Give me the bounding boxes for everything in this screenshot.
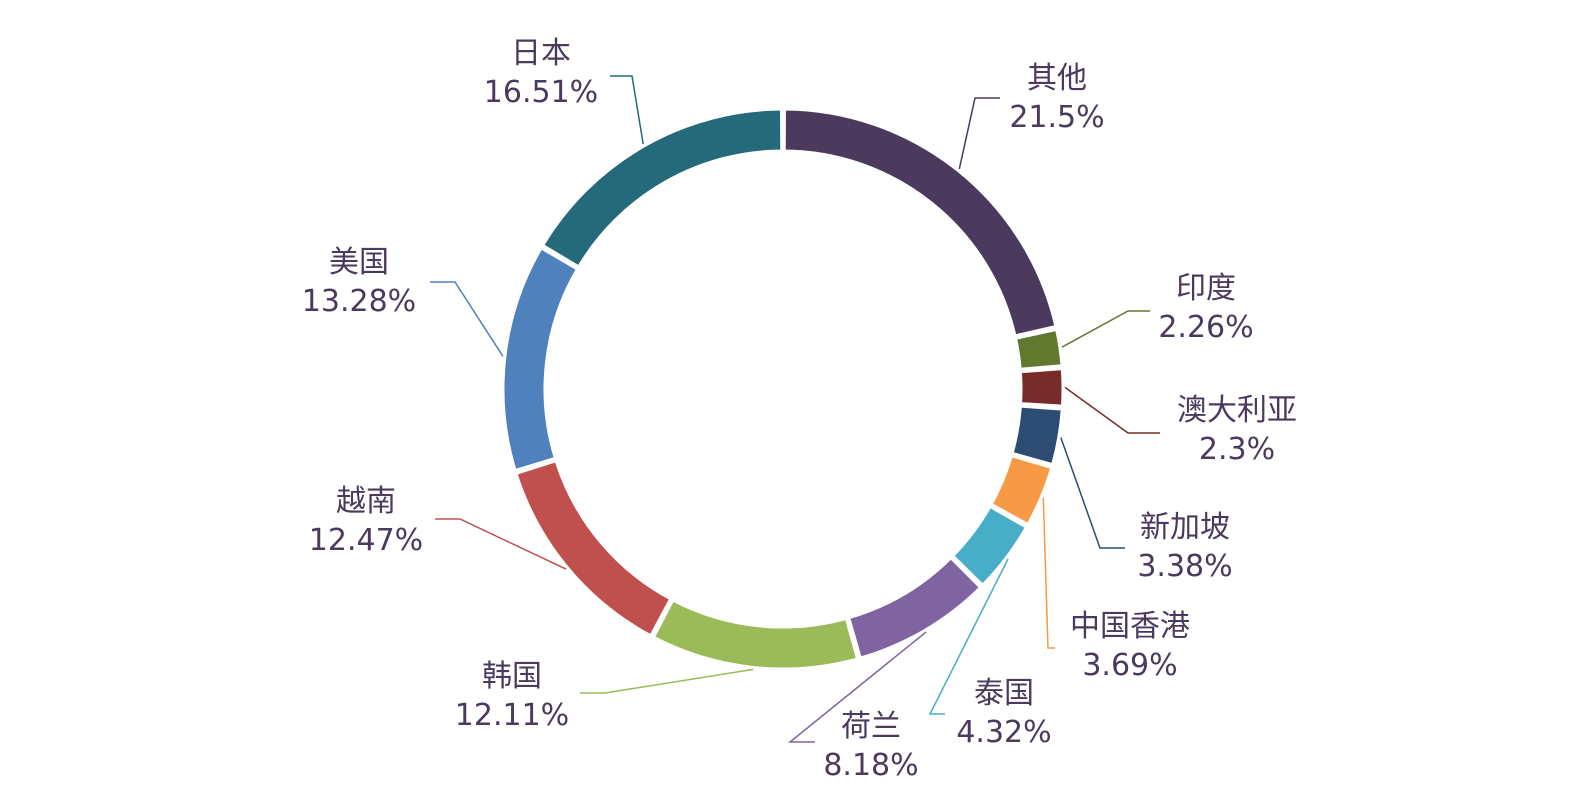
donut-slice-2 xyxy=(1018,367,1065,408)
donut-slice-0 xyxy=(782,107,1058,338)
donut-slice-3 xyxy=(1010,404,1064,467)
donut-slice-1 xyxy=(1013,327,1064,371)
slice-value-label: 3.38% xyxy=(1137,549,1232,584)
leader-line-10 xyxy=(610,75,644,145)
donut-slice-4 xyxy=(989,453,1054,527)
donut-slices xyxy=(501,107,1065,671)
donut-slice-5 xyxy=(950,504,1029,588)
slice-value-label: 2.3% xyxy=(1199,432,1275,467)
slice-value-label: 3.69% xyxy=(1082,648,1177,683)
slice-category-label: 泰国 xyxy=(974,676,1034,711)
donut-slice-6 xyxy=(846,555,983,660)
slice-category-label: 其他 xyxy=(1027,61,1087,96)
leader-line-0 xyxy=(958,97,1000,170)
donut-slice-8 xyxy=(514,458,673,638)
leader-line-7 xyxy=(580,668,754,694)
leader-line-6 xyxy=(787,631,927,743)
slice-value-label: 12.47% xyxy=(309,523,423,558)
slice-category-label: 美国 xyxy=(329,245,389,280)
leader-line-1 xyxy=(1061,310,1150,348)
slice-value-label: 8.18% xyxy=(823,748,918,783)
slice-category-label: 澳大利亚 xyxy=(1177,393,1297,428)
donut-slice-10 xyxy=(540,107,784,269)
slice-category-label: 韩国 xyxy=(482,659,542,694)
slice-value-label: 21.5% xyxy=(1009,100,1104,135)
slice-category-label: 日本 xyxy=(511,36,571,71)
leader-line-8 xyxy=(435,518,567,570)
leader-lines xyxy=(430,75,1160,743)
slice-category-label: 越南 xyxy=(336,484,396,519)
donut-slice-9 xyxy=(501,245,580,473)
slice-labels: 其他 21.5% 印度 2.26% 澳大利亚 2.3% 新加坡 3.38% 中国香港 3.69% 泰… xyxy=(302,36,1297,783)
leader-line-3 xyxy=(1060,437,1125,549)
slice-value-label: 16.51% xyxy=(484,75,598,110)
donut-slice-7 xyxy=(651,597,860,671)
slice-category-label: 新加坡 xyxy=(1140,510,1230,545)
slice-category-label: 荷兰 xyxy=(841,709,901,744)
leader-line-2 xyxy=(1064,386,1160,434)
leader-line-5 xyxy=(928,558,1009,715)
slice-value-label: 13.28% xyxy=(302,284,416,319)
leader-line-4 xyxy=(1042,497,1055,649)
slice-value-label: 12.11% xyxy=(455,698,569,733)
slice-value-label: 2.26% xyxy=(1158,310,1253,345)
slice-category-label: 印度 xyxy=(1176,271,1236,306)
leader-line-9 xyxy=(430,281,504,357)
slice-category-label: 中国香港 xyxy=(1070,609,1190,644)
slice-value-label: 4.32% xyxy=(956,715,1051,750)
